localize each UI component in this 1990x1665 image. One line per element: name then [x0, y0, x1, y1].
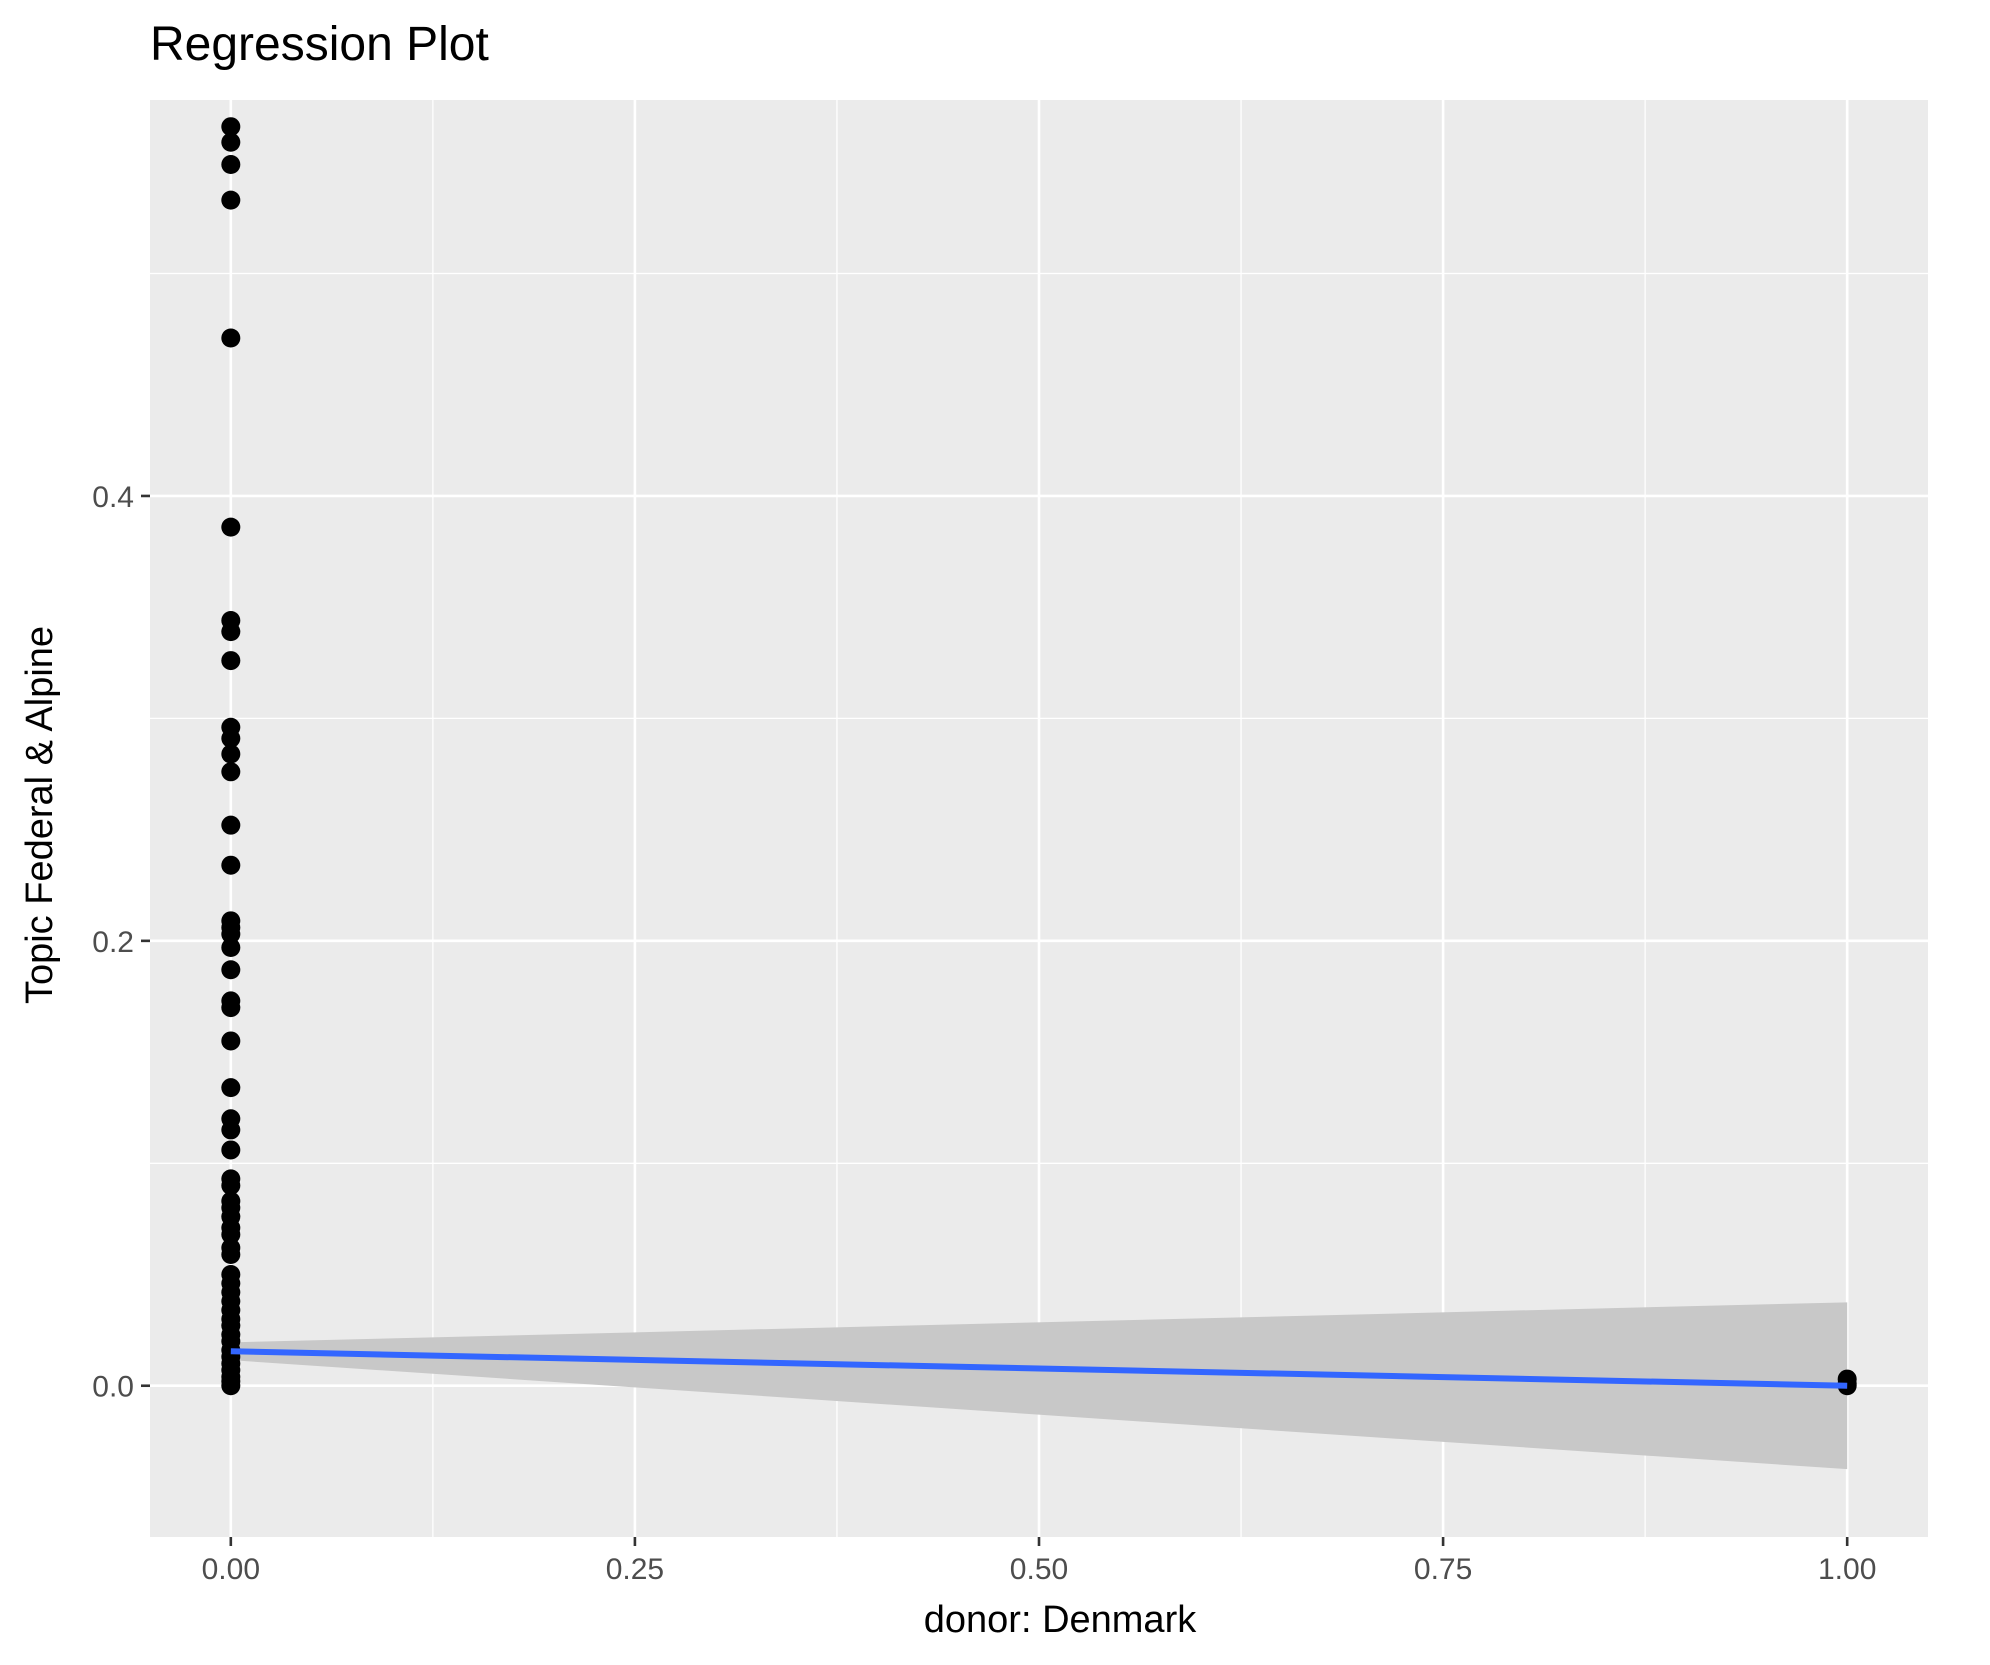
data-point	[221, 1031, 241, 1051]
data-point	[221, 815, 241, 835]
data-point	[221, 190, 241, 210]
data-point	[221, 938, 241, 958]
x-axis-ticks: 0.00 0.25 0.50 0.75 1.00	[202, 1537, 1876, 1586]
data-point	[221, 328, 241, 348]
data-point	[221, 1224, 241, 1244]
data-point	[221, 517, 241, 537]
data-point	[221, 728, 241, 748]
x-axis-title: donor: Denmark	[924, 1599, 1197, 1641]
data-point	[221, 622, 241, 642]
data-point	[221, 1140, 241, 1160]
data-point	[221, 1376, 241, 1396]
data-point	[221, 855, 241, 875]
data-point	[221, 744, 241, 764]
data-point	[221, 1244, 241, 1264]
confidence-band	[230, 1302, 1848, 1470]
x-tick-label: 0.25	[606, 1553, 664, 1586]
x-tick-label: 0.50	[1010, 1553, 1068, 1586]
data-point	[221, 651, 241, 671]
x-tick-label: 0.00	[202, 1553, 260, 1586]
y-tick-label: 0.0	[92, 1371, 134, 1404]
data-point	[221, 1120, 241, 1140]
regression-line	[230, 1348, 1848, 1389]
y-axis-ticks: 0.0 0.2 0.4	[92, 481, 150, 1404]
y-axis-title: Topic Federal & Alpine	[19, 626, 61, 1004]
x-tick-label: 0.75	[1414, 1553, 1472, 1586]
data-point	[221, 1176, 241, 1196]
data-point	[221, 132, 241, 152]
y-tick-label: 0.4	[92, 481, 134, 514]
data-points	[221, 117, 1857, 1396]
data-point	[221, 960, 241, 980]
x-tick-label: 1.00	[1818, 1553, 1876, 1586]
chart-title: Regression Plot	[150, 18, 489, 71]
y-tick-label: 0.2	[92, 926, 134, 959]
data-point	[221, 155, 241, 175]
data-point	[221, 117, 241, 137]
data-point	[221, 998, 241, 1018]
data-point	[221, 1078, 241, 1098]
data-point	[221, 924, 241, 944]
data-point	[221, 762, 241, 782]
